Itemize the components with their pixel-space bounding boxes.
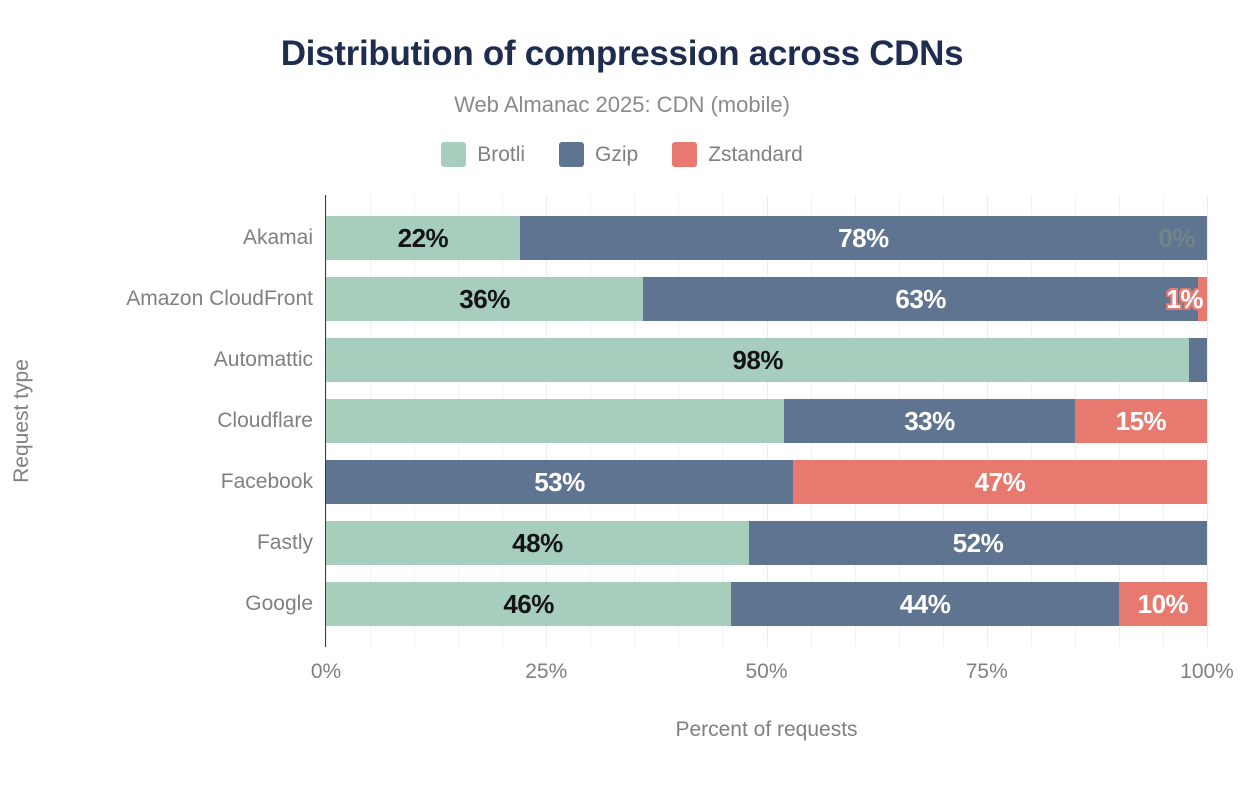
bar-value-label: 48% — [512, 528, 563, 558]
y-axis-label-cloudflare: Cloudflare — [217, 409, 313, 432]
legend-item-brotli[interactable]: Brotli — [441, 142, 525, 167]
x-tick-label: 50% — [745, 660, 788, 683]
bar-value-label: 15% — [1115, 406, 1167, 436]
x-tick-label: 75% — [965, 660, 1008, 683]
bar-row: 48% 52% — [326, 521, 1207, 565]
bar-segment-brotli[interactable] — [326, 399, 785, 443]
legend-label: Gzip — [595, 143, 639, 166]
bar-value-label: 10% — [1137, 589, 1189, 619]
x-axis-title: Percent of requests — [675, 718, 858, 741]
bar-segment-gzip[interactable]: 63% — [643, 277, 1199, 321]
bar-row: 33% 15% — [326, 399, 1207, 443]
bar-segment-gzip[interactable]: 44% — [731, 582, 1119, 626]
bar-row: 46% 44% 10% — [326, 582, 1207, 626]
x-tick-label: 25% — [525, 660, 568, 683]
legend-item-zstandard[interactable]: Zstandard — [672, 142, 803, 167]
bar-segment-zstandard[interactable]: 47% — [792, 460, 1207, 504]
y-axis-label-fastly: Fastly — [256, 531, 313, 554]
bar-row: 22% 78% 0% — [326, 216, 1207, 260]
bar-row: 36% 63% 1% — [326, 277, 1207, 321]
plot-area: 22% 78% 0% 36% 63% 1% 98% 33% 15% 53% 47% 48% 52% 46%… — [326, 195, 1208, 647]
bar-row: 53% 47% — [326, 460, 1207, 504]
bar-segment-brotli[interactable]: 46% — [326, 582, 732, 626]
chart-subtitle: Web Almanac 2025: CDN (mobile) — [454, 92, 790, 117]
bar-segment-zstandard[interactable]: 15% — [1074, 399, 1207, 443]
chart-title: Distribution of compression across CDNs — [280, 34, 964, 73]
bar-value-label: 47% — [974, 467, 1026, 497]
x-tick-label: 0% — [310, 660, 342, 683]
bar-value-label: 63% — [895, 284, 946, 314]
x-axis-tick-labels: 0% 25% 50% 75% 100% — [311, 660, 1234, 690]
bar-segment-gzip[interactable]: 53% — [326, 460, 793, 504]
bar-segment-gzip[interactable]: 78% — [519, 216, 1207, 260]
y-axis-label-automattic: Automattic — [213, 348, 313, 371]
legend-item-gzip[interactable]: Gzip — [559, 142, 638, 167]
bar-value-label: 46% — [503, 589, 554, 619]
legend-label: Zstandard — [708, 143, 803, 166]
bar-segment-brotli[interactable]: 48% — [326, 521, 749, 565]
bar-value-label: 78% — [838, 223, 889, 253]
x-tick-label: 100% — [1180, 660, 1234, 683]
y-axis-label-google: Google — [245, 592, 313, 615]
y-axis-category-labels: Akamai Amazon CloudFront Automattic Cloudfl… — [0, 195, 313, 647]
bar-row: 98% — [326, 338, 1207, 382]
bar-segment-brotli[interactable]: 36% — [326, 277, 644, 321]
legend-swatch-gzip — [559, 142, 585, 167]
bar-segment-gzip[interactable]: 52% — [748, 521, 1207, 565]
gridline — [1207, 195, 1208, 647]
bar-segment-zstandard[interactable]: 1% — [1166, 277, 1207, 321]
bar-segment-zstandard[interactable]: 10% — [1118, 582, 1207, 626]
bar-value-label: 1% — [1166, 284, 1203, 314]
bar-value-label: 22% — [397, 223, 449, 253]
legend-swatch-zstandard — [672, 142, 698, 167]
y-axis-label-facebook: Facebook — [220, 470, 313, 493]
bar-value-label: 98% — [732, 345, 783, 375]
chart-legend: Brotli Gzip Zstandard — [0, 142, 1244, 167]
bar-segment-brotli[interactable]: 22% — [326, 216, 520, 260]
bar-value-label: 53% — [534, 467, 585, 497]
bar-segment-gzip[interactable] — [1189, 338, 1207, 382]
bar-segment-gzip[interactable]: 33% — [784, 399, 1075, 443]
bar-segment-brotli[interactable]: 98% — [326, 338, 1190, 382]
bar-value-label: 44% — [899, 589, 951, 619]
legend-swatch-brotli — [441, 142, 467, 167]
bar-value-label: 33% — [904, 406, 955, 436]
y-axis-label-akamai: Akamai — [242, 226, 313, 249]
bar-value-label: 36% — [459, 284, 510, 314]
y-axis-label-amazon-cloudfront: Amazon CloudFront — [126, 287, 313, 310]
legend-label: Brotli — [477, 143, 526, 166]
bar-value-label: 52% — [952, 528, 1004, 558]
bar-value-label: 0% — [1158, 223, 1195, 253]
